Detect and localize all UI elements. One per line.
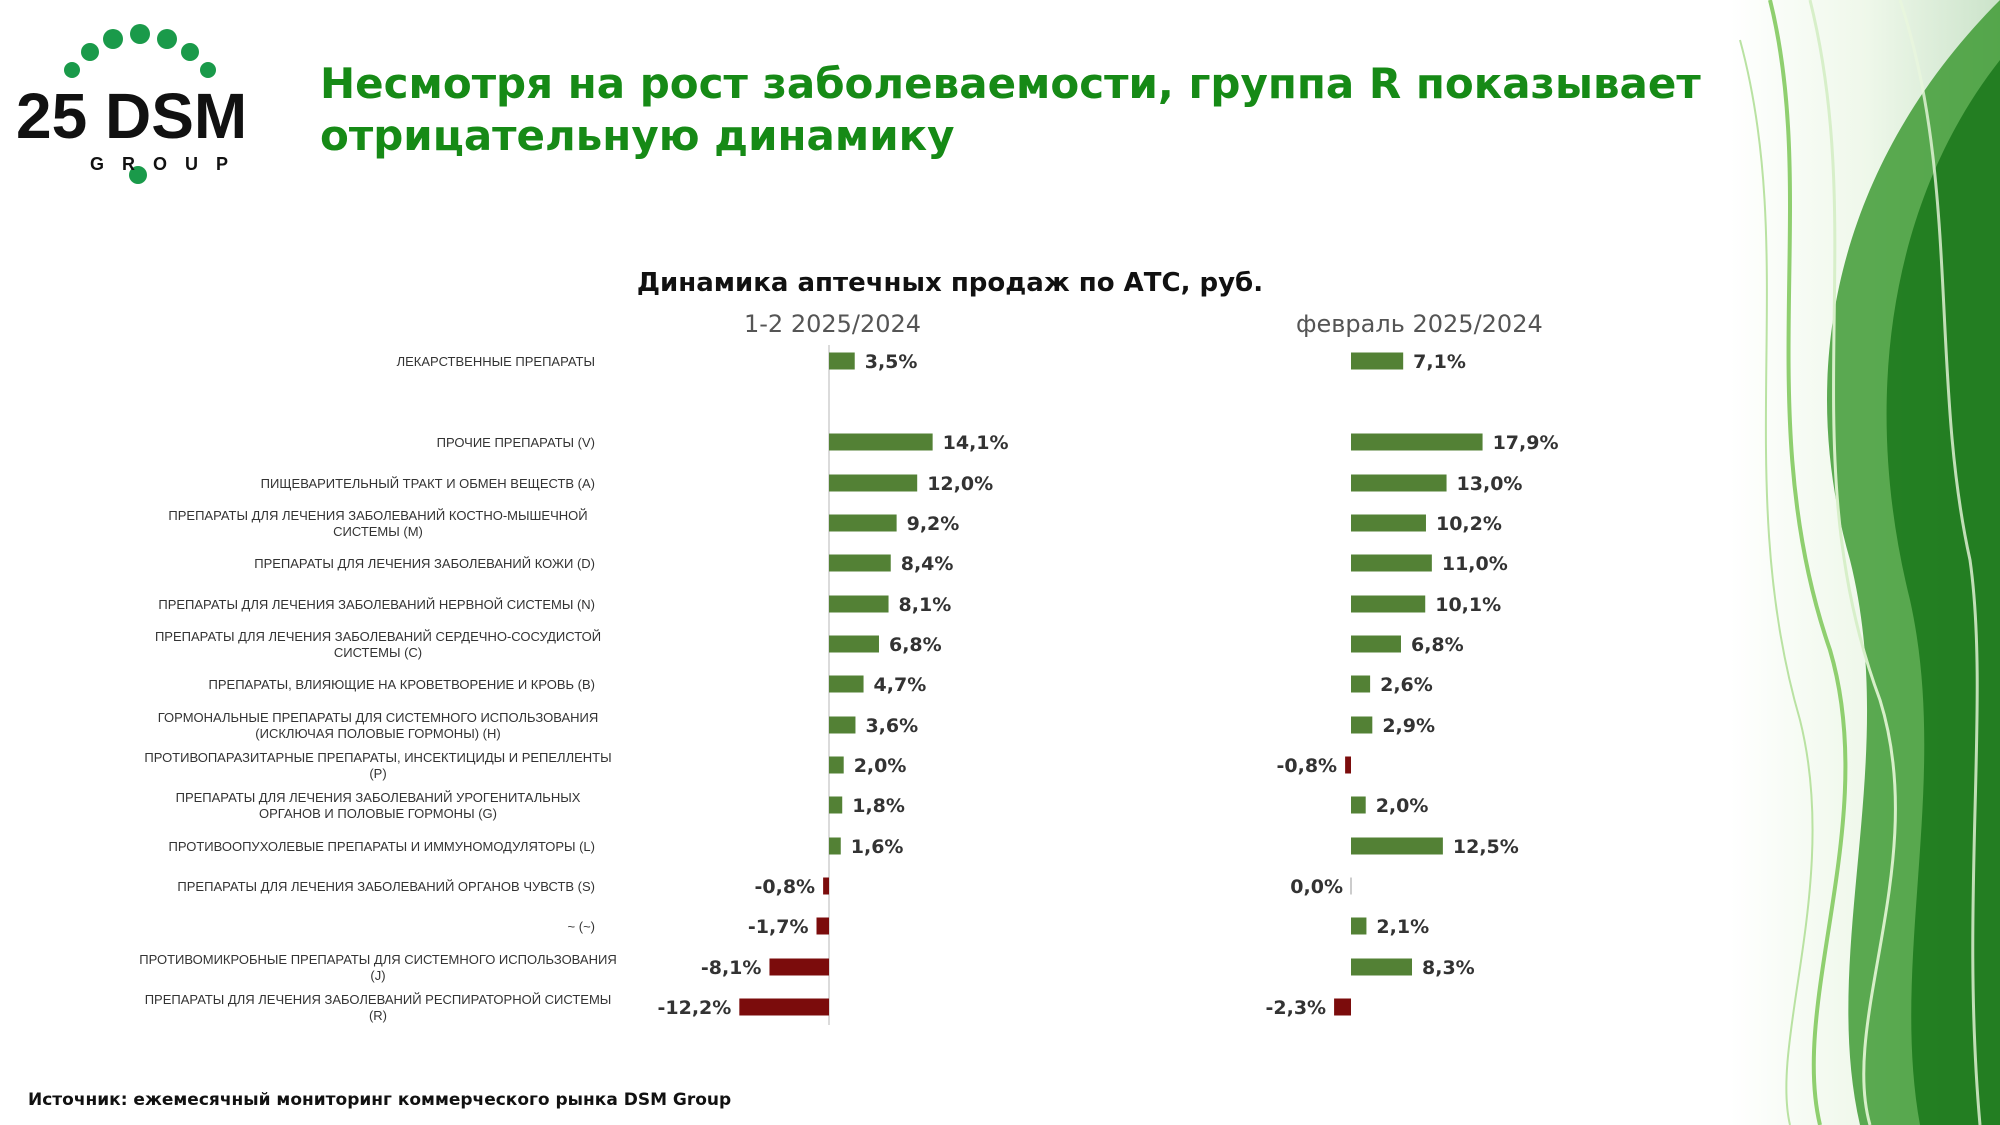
data-label: 2,1%: [1376, 916, 1429, 938]
data-label: 10,1%: [1435, 594, 1501, 616]
bar: [1351, 635, 1401, 653]
data-label: -1,7%: [748, 916, 809, 938]
category-label: ПРЕПАРАТЫ ДЛЯ ЛЕЧЕНИЯ ЗАБОЛЕВАНИЙ РЕСПИР…: [145, 992, 612, 1023]
data-label: -8,1%: [701, 957, 762, 979]
bar: [829, 756, 844, 774]
data-label: 0,0%: [1290, 876, 1343, 898]
category-label: ~ (~): [568, 919, 595, 934]
bar: [829, 635, 879, 653]
category-label: ПРОТИВОМИКРОБНЫЕ ПРЕПАРАТЫ ДЛЯ СИСТЕМНОГ…: [139, 952, 616, 983]
bar: [823, 877, 829, 895]
data-label: 9,2%: [907, 513, 960, 535]
bar: [829, 675, 864, 693]
dsm-logo: 25 DSM GROUP: [16, 24, 247, 184]
bar-chart: ЛЕКАРСТВЕННЫЕ ПРЕПАРАТЫ ПРОЧИЕ ПРЕПАРАТЫ …: [139, 345, 1559, 1025]
category-label: ГОРМОНАЛЬНЫЕ ПРЕПАРАТЫ ДЛЯ СИСТЕМНОГО ИС…: [158, 710, 599, 741]
category-label: ПРЕПАРАТЫ, ВЛИЯЮЩИЕ НА КРОВЕТВОРЕНИЕ И К…: [209, 677, 595, 692]
data-label: -2,3%: [1266, 997, 1327, 1019]
bar: [829, 514, 897, 532]
bar: [1351, 352, 1404, 370]
category-label: ПРЕПАРАТЫ ДЛЯ ЛЕЧЕНИЯ ЗАБОЛЕВАНИЙ УРОГЕН…: [176, 790, 581, 821]
bar: [829, 474, 918, 492]
category-label: ПРЕПАРАТЫ ДЛЯ ЛЕЧЕНИЯ ЗАБОЛЕВАНИЙ НЕРВНО…: [158, 597, 595, 612]
data-label: 8,3%: [1422, 957, 1475, 979]
data-label: 12,5%: [1453, 836, 1519, 858]
data-label: 14,1%: [943, 432, 1009, 454]
data-label: 17,9%: [1493, 432, 1559, 454]
data-label: 2,6%: [1380, 674, 1433, 696]
category-label: ЛЕКАРСТВЕННЫЕ ПРЕПАРАТЫ: [397, 354, 595, 369]
category-label: ПРОТИВОПАРАЗИТАРНЫЕ ПРЕПАРАТЫ, ИНСЕКТИЦИ…: [144, 750, 611, 781]
data-label: 3,6%: [865, 715, 918, 737]
bar: [829, 796, 843, 814]
bar: [1351, 474, 1447, 492]
bar: [1351, 796, 1366, 814]
source-note: Источник: ежемесячный мониторинг коммерч…: [28, 1090, 732, 1110]
data-label: 1,8%: [852, 795, 905, 817]
bar: [1334, 998, 1351, 1016]
category-label: ПРОЧИЕ ПРЕПАРАТЫ (V): [437, 435, 595, 450]
logo-dots: [64, 24, 216, 184]
data-label: -0,8%: [755, 876, 816, 898]
panel-title-right: февраль 2025/2024: [1296, 310, 1543, 338]
data-label: 8,4%: [901, 553, 954, 575]
category-label: ПРОТИВООПУХОЛЕВЫЕ ПРЕПАРАТЫ И ИММУНОМОДУ…: [169, 839, 596, 854]
data-label: 8,1%: [899, 594, 952, 616]
bar: [829, 837, 841, 855]
logo-subtext: GROUP: [90, 154, 246, 174]
data-label: 1,6%: [851, 836, 904, 858]
panel-title-left: 1-2 2025/2024: [744, 310, 922, 338]
chart-title: Динамика аптечных продаж по АТС, руб.: [636, 268, 1264, 298]
bar: [1351, 514, 1426, 532]
logo-text: 25 DSM: [16, 80, 247, 152]
data-label: 6,8%: [889, 634, 942, 656]
bar: [816, 917, 829, 935]
bar: [1351, 554, 1432, 572]
data-label: 12,0%: [927, 473, 993, 495]
bar: [1351, 716, 1373, 734]
bar: [1345, 756, 1351, 774]
bar: [739, 998, 829, 1016]
data-label: 2,9%: [1382, 715, 1435, 737]
category-label: ПРЕПАРАТЫ ДЛЯ ЛЕЧЕНИЯ ЗАБОЛЕВАНИЙ СЕРДЕЧ…: [155, 629, 601, 660]
category-label: ПРЕПАРАТЫ ДЛЯ ЛЕЧЕНИЯ ЗАБОЛЕВАНИЙ КОСТНО…: [168, 508, 587, 539]
data-label: -12,2%: [658, 997, 732, 1019]
bar: [1351, 595, 1426, 613]
bar: [829, 352, 855, 370]
bar: [1351, 433, 1483, 451]
data-label: 2,0%: [854, 755, 907, 777]
bar: [829, 716, 856, 734]
bar: [829, 433, 933, 451]
data-label: -0,8%: [1277, 755, 1338, 777]
bar: [1351, 675, 1371, 693]
data-label: 11,0%: [1442, 553, 1508, 575]
bar: [769, 958, 829, 976]
bar: [1351, 837, 1443, 855]
data-label: 3,5%: [865, 351, 918, 373]
decorative-swirl: [1730, 0, 2000, 1125]
data-label: 10,2%: [1436, 513, 1502, 535]
data-label: 6,8%: [1411, 634, 1464, 656]
page-title: Несмотря на рост заболеваемости, группа …: [320, 59, 1701, 160]
bar: [829, 595, 889, 613]
data-label: 13,0%: [1457, 473, 1523, 495]
bar: [829, 554, 891, 572]
data-label: 7,1%: [1413, 351, 1466, 373]
category-label: ПИЩЕВАРИТЕЛЬНЫЙ ТРАКТ И ОБМЕН ВЕЩЕСТВ (A…: [261, 476, 595, 491]
bar: [1351, 917, 1367, 935]
data-label: 4,7%: [874, 674, 927, 696]
category-label: ПРЕПАРАТЫ ДЛЯ ЛЕЧЕНИЯ ЗАБОЛЕВАНИЙ КОЖИ (…: [254, 556, 595, 571]
category-label: ПРЕПАРАТЫ ДЛЯ ЛЕЧЕНИЯ ЗАБОЛЕВАНИЙ ОРГАНО…: [177, 879, 595, 894]
data-label: 2,0%: [1376, 795, 1429, 817]
bar: [1351, 958, 1413, 976]
